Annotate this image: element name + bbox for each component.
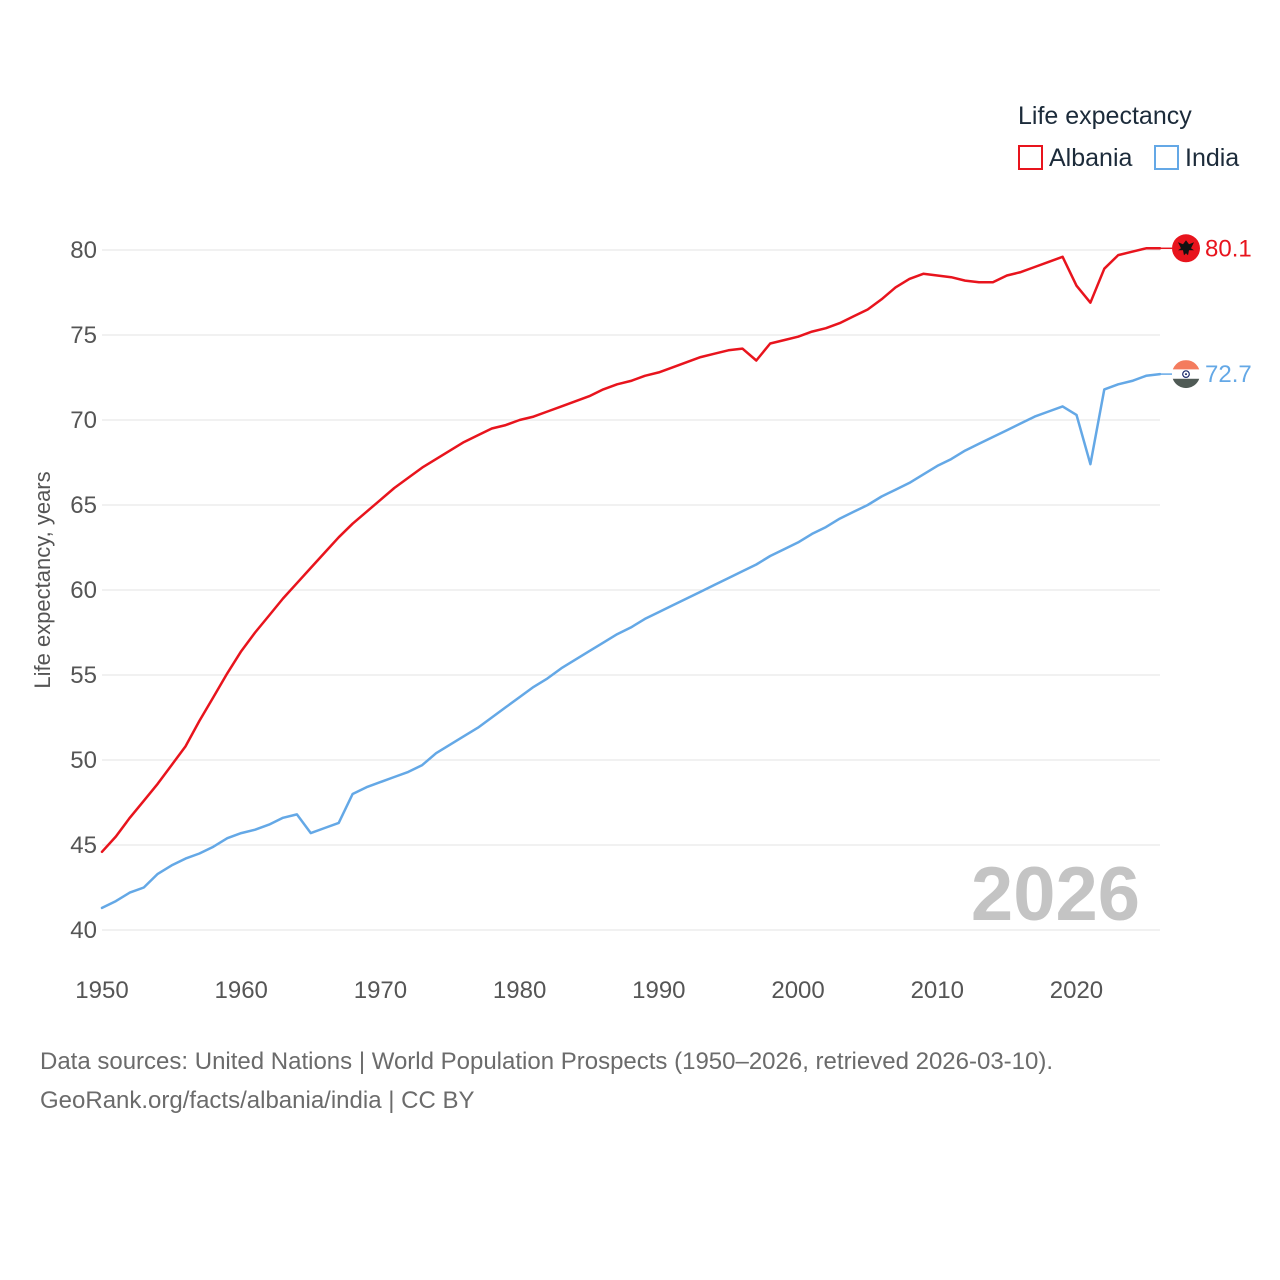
x-tick-1970: 1970 [354, 977, 407, 1004]
legend-swatch-india[interactable] [1154, 145, 1179, 170]
y-tick-50: 50 [70, 747, 97, 774]
y-tick-40: 40 [70, 917, 97, 944]
y-tick-60: 60 [70, 577, 97, 604]
end-markers: 80.1 72.7 [1172, 234, 1252, 389]
x-tick-2020: 2020 [1050, 977, 1103, 1004]
x-tick-1960: 1960 [215, 977, 268, 1004]
legend-swatch-albania[interactable] [1018, 145, 1043, 170]
x-tick-1980: 1980 [493, 977, 546, 1004]
legend: Life expectancy Albania India [1018, 102, 1239, 172]
end-label-india: 72.7 [1205, 361, 1252, 388]
source-line-1: Data sources: United Nations | World Pop… [40, 1048, 1054, 1075]
y-tick-65: 65 [70, 492, 97, 519]
source-note: Data sources: United Nations | World Pop… [40, 1042, 1240, 1120]
y-axis-label: Life expectancy, years [30, 471, 55, 688]
x-tick-1990: 1990 [632, 977, 685, 1004]
series-line-india[interactable] [100, 372, 1162, 910]
x-tick-2010: 2010 [911, 977, 964, 1004]
y-tick-75: 75 [70, 322, 97, 349]
year-watermark: 2026 [971, 852, 1140, 937]
series-line-albania[interactable] [100, 247, 1162, 854]
y-tick-70: 70 [70, 407, 97, 434]
y-tick-80: 80 [70, 237, 97, 264]
x-tick-1950: 1950 [75, 977, 128, 1004]
y-tick-45: 45 [70, 832, 97, 859]
grid-lines [102, 249, 1160, 931]
y-axis-ticks: 40 45 50 55 60 65 70 75 80 [70, 237, 97, 944]
source-line-2[interactable]: GeoRank.org/facts/albania/india | CC BY [40, 1087, 475, 1114]
legend-label-albania[interactable]: Albania [1049, 144, 1132, 172]
x-axis-ticks: 1950 1960 1970 1980 1990 2000 2010 2020 [75, 977, 1103, 1004]
legend-title: Life expectancy [1018, 102, 1192, 130]
legend-label-india[interactable]: India [1185, 144, 1239, 172]
end-label-albania: 80.1 [1205, 235, 1252, 262]
albania-flag-icon [1172, 234, 1200, 263]
india-flag-icon [1172, 360, 1200, 389]
series-lines [100, 247, 1172, 910]
x-tick-2000: 2000 [771, 977, 824, 1004]
y-tick-55: 55 [70, 662, 97, 689]
